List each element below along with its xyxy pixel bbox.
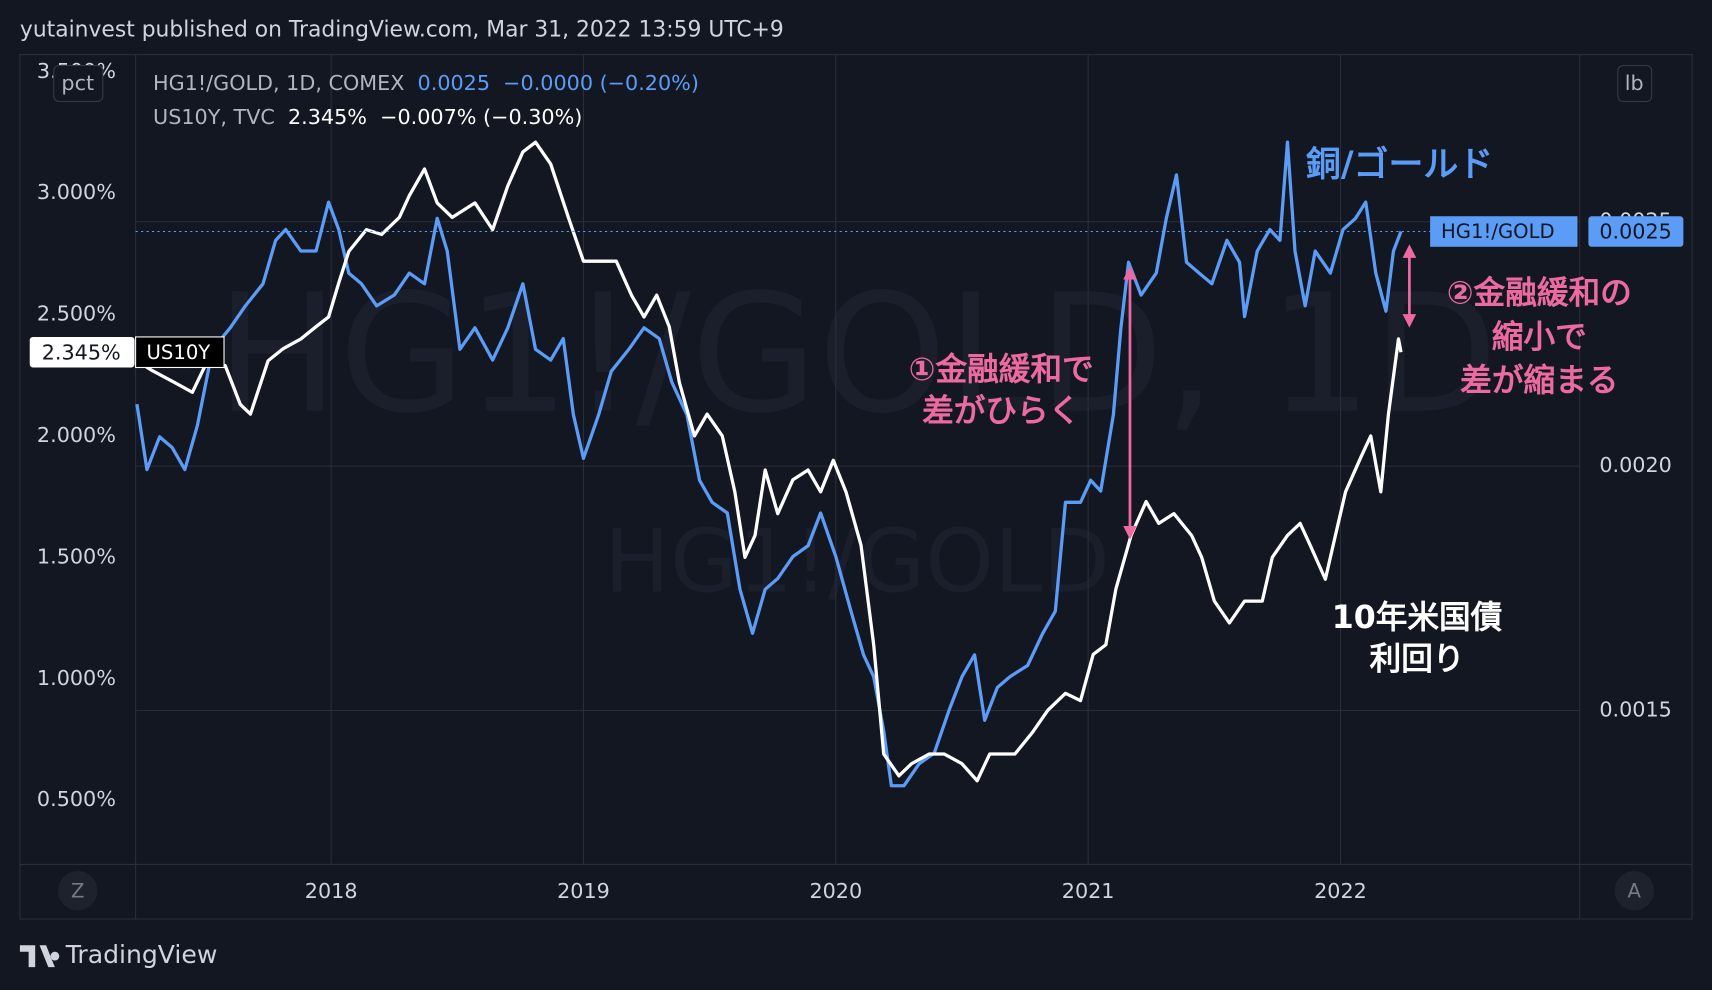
legend-change: −0.0000 (−0.20%) (503, 71, 699, 95)
scale-button-label[interactable]: lb (1625, 71, 1644, 95)
y-tick-label: 1.500% (37, 544, 116, 568)
legend-price: 2.345% (288, 105, 367, 129)
scale-button[interactable] (1617, 64, 1653, 103)
plot (135, 140, 1403, 788)
x-tick-label: 2021 (1062, 879, 1115, 903)
x-tick-label: 2020 (809, 879, 862, 903)
series-line (135, 140, 1403, 788)
zoom-button[interactable] (58, 871, 98, 911)
x-tick-label: 2018 (305, 879, 358, 903)
legend-price: 0.0025 (418, 71, 491, 95)
legend-row: US10Y, TVC 2.345% −0.007% (−0.30%) (153, 105, 582, 129)
annotation: ②金融緩和の (1447, 275, 1632, 312)
annotation: 差がひらく (922, 394, 1080, 430)
header: yutainvest published on TradingView.com,… (20, 18, 784, 43)
x-tick-label: 2019 (557, 879, 610, 903)
price-tag (1588, 216, 1684, 247)
annotation: 差が縮まる (1460, 362, 1618, 399)
price-tag (29, 336, 135, 368)
y2-tick-label: 0.0020 (1599, 453, 1672, 477)
legend-symbol: US10Y, TVC (153, 105, 275, 129)
x-tick-label: 2022 (1314, 879, 1367, 903)
auto-button[interactable] (1614, 871, 1654, 911)
price-tag-name-text: US10Y (147, 341, 212, 364)
logo-text: TradingView (65, 940, 218, 969)
watermark: HG1!/GOLD, 1D (216, 259, 1498, 450)
y-tick-label: 0.500% (37, 787, 116, 811)
price-tag-name (135, 336, 225, 369)
underlay: HG1!/GOLD, 1D HG1!/GOLD 0.500% 1.000% 1.500%… (37, 54, 1672, 865)
annotation: 10年米国債 (1332, 600, 1503, 636)
price-tag-text: 2.345% (42, 340, 121, 364)
y-tick-label: 3.000% (37, 180, 116, 204)
overlay: 2018 2019 2020 2021 2022 HG1!/GOLD 0.0025 2.345… (29, 71, 1684, 903)
legend-symbol: HG1!/GOLD, 1D, COMEX (153, 71, 404, 95)
price-tag-name-text: HG1!/GOLD (1441, 220, 1555, 243)
price-tag-text: 0.0025 (1599, 220, 1672, 244)
annotation: 銅/ゴールド (1306, 144, 1493, 185)
scale-button[interactable] (53, 64, 104, 103)
logo-mark (19, 945, 60, 968)
price-tag-name (1430, 216, 1578, 247)
pane (19, 54, 1693, 920)
legend-change: −0.007% (−0.30%) (380, 105, 582, 129)
legend-row: HG1!/GOLD, 1D, COMEX 0.0025 −0.0000 (−0.20… (153, 71, 699, 95)
y2-tick-label: 0.0015 (1599, 698, 1672, 722)
y-tick-label: 1.000% (37, 666, 116, 690)
annotation: ①金融緩和で (909, 351, 1094, 388)
annotation: 縮小で (1492, 318, 1587, 355)
series-line (136, 140, 1403, 783)
y-tick-label: 2.000% (37, 423, 116, 447)
annotation: 利回り (1370, 641, 1465, 677)
auto-button-label[interactable]: A (1628, 879, 1642, 902)
zoom-button-label[interactable]: Z (71, 879, 84, 902)
y-tick-label: 2.500% (37, 302, 116, 326)
scale-button-label[interactable]: pct (61, 71, 94, 95)
